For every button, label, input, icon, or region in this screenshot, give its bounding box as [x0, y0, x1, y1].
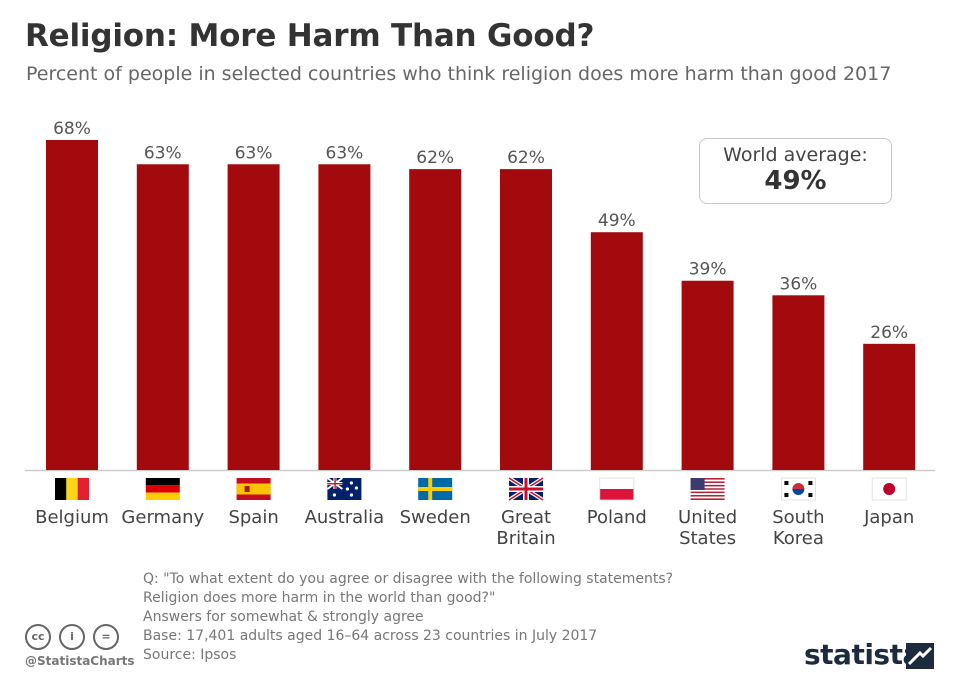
bar-value-label: 49% — [598, 211, 636, 231]
bar-value-label: 63% — [326, 143, 364, 163]
japan-flag-icon — [871, 477, 907, 501]
usa-flag-icon — [690, 478, 725, 500]
category-label: Spain — [228, 507, 278, 528]
bar — [772, 295, 825, 470]
bar-value-label: 26% — [870, 323, 908, 343]
attribution-icon[interactable]: i — [59, 624, 85, 650]
note-answers: Answers for somewhat & strongly agree — [143, 609, 424, 625]
note-question: Q: "To what extent do you agree or disag… — [143, 571, 674, 587]
uk-flag-icon — [507, 476, 545, 502]
statista-logo-icon — [906, 643, 934, 669]
bar-value-label: 39% — [689, 260, 727, 280]
category-label: Sweden — [400, 507, 471, 528]
bar-value-label: 62% — [507, 148, 545, 168]
category-label: Britain — [496, 528, 555, 549]
chart-notes: Q: "To what extent do you agree or disag… — [143, 570, 673, 665]
bar — [136, 164, 189, 470]
twitter-handle[interactable]: @StatistaCharts — [25, 654, 135, 668]
bar — [46, 140, 98, 470]
australia-flag-icon — [326, 477, 362, 500]
bar-value-label: 62% — [416, 148, 454, 168]
world-average-box: World average: 49% — [699, 138, 892, 204]
note-source: Source: Ipsos — [143, 647, 237, 663]
note-question-cont: Religion does more harm in the world tha… — [143, 590, 496, 606]
bar — [500, 169, 552, 470]
statista-logo[interactable]: statista — [804, 638, 921, 671]
bar-value-label: 36% — [780, 274, 818, 294]
category-label: Poland — [587, 507, 647, 528]
bar — [227, 164, 280, 470]
bar — [318, 164, 371, 470]
category-label: Germany — [121, 507, 204, 528]
category-label: States — [679, 528, 736, 549]
spain-flag-icon — [236, 478, 271, 500]
category-label: Korea — [773, 528, 824, 549]
bar-value-label: 68% — [53, 119, 91, 139]
bar — [863, 343, 916, 470]
chart-title: Religion: More Harm Than Good? — [25, 18, 595, 54]
category-label: Japan — [863, 507, 914, 528]
category-label: Great — [501, 507, 551, 528]
belgium-flag-icon — [55, 478, 89, 500]
category-label: Belgium — [35, 507, 109, 528]
germany-flag-icon — [145, 478, 180, 500]
cc-icon[interactable]: cc — [25, 624, 51, 650]
bar — [681, 280, 734, 470]
world-average-value: 49% — [764, 166, 827, 196]
license-icons: cc i = — [25, 624, 127, 650]
bar — [590, 232, 643, 470]
chart-subtitle: Percent of people in selected countries … — [26, 63, 892, 85]
category-label: South — [772, 507, 824, 528]
south-korea-flag-icon — [781, 477, 816, 501]
no-derivatives-icon[interactable]: = — [93, 624, 119, 650]
category-label: Australia — [305, 507, 385, 528]
bar — [409, 169, 462, 470]
category-label: United — [678, 507, 737, 528]
world-average-label: World average: — [723, 144, 868, 166]
bar-value-label: 63% — [144, 143, 182, 163]
poland-flag-icon — [599, 477, 635, 501]
bar-chart: 68% Belgium 63% Germany 63% Spain 63% Australia… — [25, 119, 935, 549]
note-base: Base: 17,401 adults aged 16–64 across 23… — [143, 628, 598, 644]
bar-value-label: 63% — [235, 143, 273, 163]
sweden-flag-icon — [418, 478, 453, 500]
